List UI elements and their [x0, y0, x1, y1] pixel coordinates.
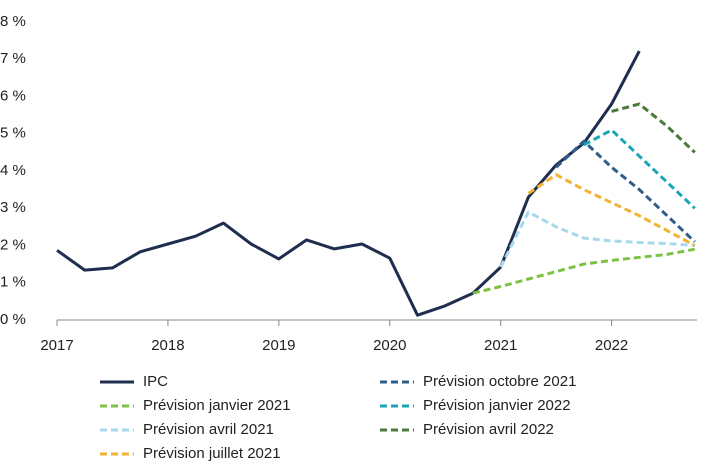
series-line [499, 210, 695, 268]
x-tick-label: 2017 [40, 337, 73, 354]
y-tick-label: 3 % [0, 199, 26, 216]
y-tick-label: 4 % [0, 162, 26, 179]
series-line [472, 247, 696, 295]
series-line [56, 50, 641, 317]
y-tick-label: 6 % [0, 87, 26, 104]
legend-label: Prévision janvier 2021 [143, 397, 291, 414]
legend-label: Prévision avril 2022 [423, 421, 554, 438]
y-tick-label: 5 % [0, 125, 26, 142]
series-line [583, 128, 696, 210]
x-tick-label: 2018 [151, 337, 184, 354]
x-tick-label: 2020 [373, 337, 406, 354]
legend-label: Prévision juillet 2021 [143, 445, 281, 462]
series-line [555, 139, 696, 243]
x-tick-label: 2021 [484, 337, 517, 354]
legend-label: Prévision octobre 2021 [423, 373, 576, 390]
legend-label: IPC [143, 373, 168, 390]
y-tick-label: 2 % [0, 236, 26, 253]
series-line [611, 102, 696, 154]
legend-label: Prévision avril 2021 [143, 421, 274, 438]
x-tick-label: 2022 [595, 337, 628, 354]
y-tick-label: 8 % [0, 13, 26, 30]
x-tick-label: 2019 [262, 337, 295, 354]
y-tick-label: 7 % [0, 50, 26, 67]
series-line [527, 173, 696, 247]
y-tick-label: 0 % [0, 311, 26, 328]
legend-label: Prévision janvier 2022 [423, 397, 571, 414]
y-tick-label: 1 % [0, 274, 26, 291]
